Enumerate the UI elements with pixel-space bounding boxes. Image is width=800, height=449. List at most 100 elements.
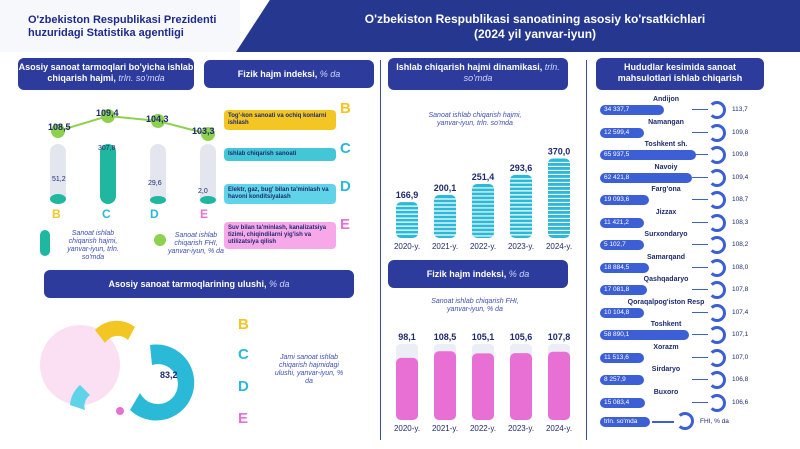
panel-title: Asosiy sanoat tarmoqlarining ulushi, bbox=[108, 279, 267, 289]
region-legend-volume: trln. so'mda bbox=[600, 417, 650, 427]
region-index-value: 107,8 bbox=[732, 286, 749, 293]
region-index-ring bbox=[708, 393, 726, 412]
region-index-ring bbox=[708, 326, 726, 344]
category-label: 2020-y. bbox=[394, 424, 420, 433]
region-legend-ring bbox=[676, 412, 694, 430]
panel-unit: % da bbox=[508, 269, 530, 279]
region-index-value: 108,7 bbox=[732, 196, 749, 203]
region-connector bbox=[692, 334, 708, 335]
divider-1 bbox=[380, 60, 381, 440]
region-index-value: 108,0 bbox=[732, 263, 749, 271]
share-donut bbox=[40, 320, 195, 421]
panel-physical-index: Fizik hajm indeksi, % da bbox=[204, 60, 374, 88]
bar-value-label: 105,1 bbox=[472, 332, 495, 342]
label-box-d: Elektr, gaz, bug' bilan ta'minlash va ha… bbox=[224, 184, 336, 204]
region-name: Surxondaryo bbox=[644, 231, 688, 238]
panel-unit: trln. so'mda bbox=[118, 73, 165, 83]
region-volume-bar: 18 884,5 bbox=[600, 262, 649, 273]
share-note: Jami sanoat ishlab chiqarish hajmidagi u… bbox=[274, 354, 344, 385]
label-box-c: Ishlab chiqarish sanoati bbox=[224, 148, 336, 161]
region-volume-bar: 12 599,4 bbox=[600, 127, 644, 138]
region-index-ring bbox=[708, 348, 726, 367]
index-dot bbox=[151, 114, 165, 128]
index-value-e: 103,3 bbox=[192, 126, 215, 136]
agency-name: O'zbekiston Respublikasi Prezidenti huzu… bbox=[28, 14, 217, 39]
region-connector bbox=[692, 401, 708, 403]
sector-column bbox=[150, 196, 166, 204]
bar-value-label: 293,6 bbox=[510, 163, 533, 173]
bar-value-label: 166,9 bbox=[396, 190, 419, 200]
region-index-value: 109,4 bbox=[732, 173, 749, 181]
region-volume-bar: 62 421,8 bbox=[600, 172, 693, 183]
bar-value-label: 107,8 bbox=[548, 332, 571, 342]
region-volume-bar: 11 513,6 bbox=[600, 352, 644, 363]
region-connector bbox=[692, 176, 708, 178]
sector-column bbox=[200, 196, 216, 204]
sector-letter-b: B bbox=[52, 207, 61, 221]
region-connector bbox=[692, 131, 708, 133]
bar-value-label: 251,4 bbox=[472, 172, 495, 182]
category-label: 2023-y. bbox=[508, 424, 534, 433]
donut-bg bbox=[40, 325, 120, 405]
panel-title: Asosiy sanoat tarmoqlari bo'yicha ishlab… bbox=[18, 62, 194, 83]
panel-title: Ishlab chiqarish hajmi dinamikasi, bbox=[396, 62, 543, 72]
sector-letter-c: C bbox=[102, 207, 111, 221]
bar bbox=[434, 351, 456, 420]
region-volume-bar: 5 102,7 bbox=[600, 240, 644, 250]
region-name: Toshkent bbox=[650, 321, 682, 328]
fhi-dynamics-chart: 98,1 2020-y. 108,5 2021-y. 105,1 2022-y. 105,6… bbox=[394, 332, 572, 433]
region-legend-line bbox=[652, 421, 674, 423]
region-volume-bar: 11 421,2 bbox=[600, 217, 644, 228]
title-line-1: O'zbekiston Respublikasi sanoatining aso… bbox=[364, 12, 706, 26]
panel-unit: trln. so'mda bbox=[463, 62, 560, 83]
bar-value-label: 98,1 bbox=[398, 332, 416, 342]
region-connector bbox=[692, 199, 708, 200]
header-banner bbox=[236, 0, 800, 52]
panel-regions: Hududlar kesimida sanoat mahsulotlari is… bbox=[596, 58, 764, 90]
region-name: Toshkent sh. bbox=[644, 141, 688, 148]
region-volume-bar: 34 337,7 bbox=[600, 105, 665, 115]
bar bbox=[472, 353, 494, 420]
index-value-b: 108,5 bbox=[48, 122, 71, 132]
region-index-ring bbox=[708, 258, 726, 277]
bar-value-label: 108,5 bbox=[434, 332, 457, 342]
region-volume-bar: 8 257,9 bbox=[600, 375, 644, 385]
legend-volume-text: Sanoat ishlab chiqarish hajmi, yanvar-iy… bbox=[67, 230, 119, 261]
region-index-value: 106,6 bbox=[732, 398, 749, 406]
header-left bbox=[0, 0, 240, 52]
sector-columns bbox=[50, 109, 216, 204]
sector-letter-e: E bbox=[200, 207, 209, 221]
region-volume-bar: 15 083,4 bbox=[600, 397, 646, 408]
sector-column-track bbox=[200, 144, 216, 204]
region-index-value: 107,0 bbox=[732, 353, 749, 361]
region-name: Namangan bbox=[648, 118, 684, 126]
bar bbox=[510, 353, 532, 420]
share-letter-b: B bbox=[238, 316, 249, 333]
region-name: Buxoro bbox=[653, 388, 679, 396]
panel-title: Fizik hajm indeksi, bbox=[426, 269, 507, 279]
panel-unit: % da bbox=[269, 279, 290, 289]
region-index-ring bbox=[708, 281, 726, 299]
region-connector bbox=[692, 221, 708, 223]
bar-value-label: 105,6 bbox=[510, 332, 533, 342]
category-label: 2021-y. bbox=[432, 424, 458, 433]
region-connector bbox=[692, 289, 708, 290]
bar-value-label: 200,1 bbox=[434, 183, 457, 193]
donut-slice-b bbox=[95, 320, 135, 343]
region-index-value: 106,8 bbox=[732, 376, 749, 383]
legend-volume-swatch bbox=[40, 230, 50, 256]
divider-2 bbox=[586, 60, 587, 440]
region-index-ring bbox=[708, 213, 726, 232]
panel-fhi-dynamics: Fizik hajm indeksi, % da bbox=[388, 260, 568, 288]
category-label: 2021-y. bbox=[432, 242, 458, 251]
category-label: 2022-y. bbox=[470, 242, 496, 251]
volume-dynamics-chart: 166,9 2020-y. 200,1 2021-y. 251,4 2022-y. 293,… bbox=[394, 146, 572, 251]
region-index-value: 109,8 bbox=[732, 128, 749, 136]
label-box-e: Suv bilan ta'minlash, kanalizatsiya tizi… bbox=[224, 222, 336, 249]
region-index-value: 107,4 bbox=[732, 308, 749, 316]
bar bbox=[396, 357, 418, 420]
label-box-b: Tog'-kon sanoati va ochiq konlarni ishla… bbox=[224, 110, 336, 130]
category-label: 2022-y. bbox=[470, 424, 496, 433]
donut-slice-e bbox=[116, 407, 124, 415]
legend-index-text: Sanoat ishlab chiqarish FHI, yanvar-iyun… bbox=[168, 232, 224, 255]
